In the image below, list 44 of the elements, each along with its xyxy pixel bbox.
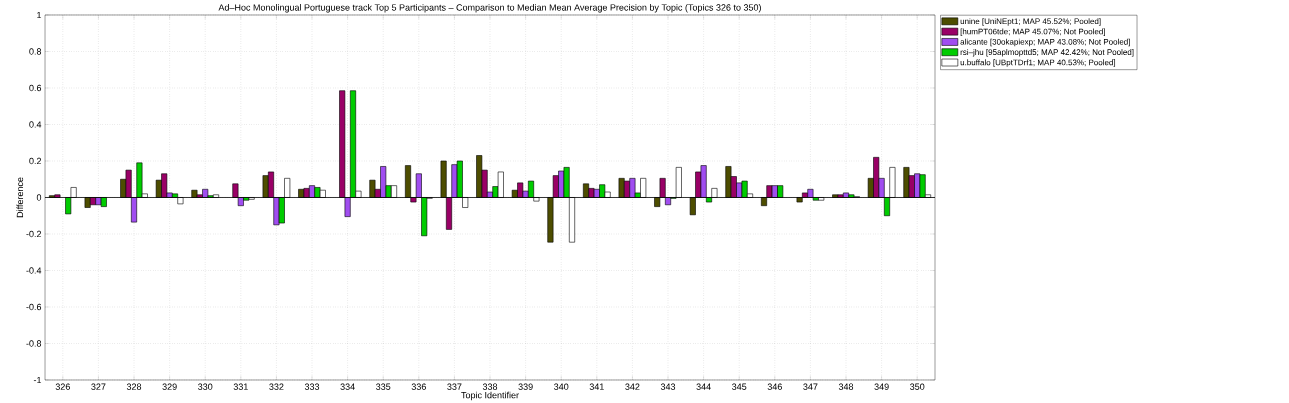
x-tick-label: 326 [55,383,70,390]
x-tick-label: 332 [269,383,284,390]
chart-title: Ad–Hoc Monolingual Portuguese track Top 5 Participants – Comparison to Median Mean Average Precision by Topic (Topics 326 to 350) [218,4,761,13]
x-tick-label: 341 [589,383,604,390]
y-tick-label: 1 [37,11,42,19]
y-tick-label: 0.8 [29,48,42,55]
x-tick-label: 330 [198,383,213,390]
y-tick-label: 0 [36,194,42,201]
x-tick-label: 349 [874,383,889,390]
x-tick-label: 331 [233,383,248,390]
x-tick-label: 338 [482,383,498,390]
x-tick-label: 336 [411,383,426,390]
y-tick-label: -0.2 [26,230,42,238]
x-tick-label: 329 [162,383,177,390]
y-tick-label: -0.8 [26,340,42,347]
x-axis-title: Topic Identifier [461,391,519,401]
x-tick-label: 347 [803,383,818,390]
x-tick-label: 348 [838,383,854,390]
x-tick-label: 340 [554,383,569,390]
legend-label: u.buffalo [UBptTDrf1; MAP 40.53%; Pooled] [960,59,1116,67]
y-tick-label: 0.6 [29,84,42,92]
y-axis-title: Difference [16,177,24,218]
x-tick-label: 346 [767,383,782,390]
y-tick-label: -0.6 [26,303,42,311]
x-tick-label: 344 [696,383,711,390]
legend-label: [humPT06tde; MAP 45.07%; Not Pooled] [960,28,1105,36]
y-tick-label: 0.2 [29,157,42,165]
x-tick-label: 334 [340,383,355,390]
x-tick-label: 342 [625,383,640,390]
x-tick-label: 328 [126,383,142,390]
x-tick-label: 343 [660,383,676,390]
x-tick-label: 339 [518,383,533,390]
legend-label: rsi–jhu [95aplmopttd5; MAP 42.42%; Not Pooled] [960,49,1134,57]
x-tick-label: 335 [376,383,391,390]
y-tick-label: 0.4 [29,121,42,128]
legend-label: alicante [30okapiexp; MAP 43.08%; Not Pooled] [960,38,1130,47]
y-tick-label: -1 [33,376,42,384]
x-tick-label: 345 [732,383,747,390]
x-tick-label: 327 [91,383,106,390]
x-tick-label: 350 [910,383,925,390]
y-tick-label: -0.4 [26,267,42,274]
x-tick-label: 333 [304,383,320,390]
x-tick-label: 337 [447,383,462,390]
legend-label: unine [UniNEpt1; MAP 45.52%; Pooled] [960,18,1101,26]
